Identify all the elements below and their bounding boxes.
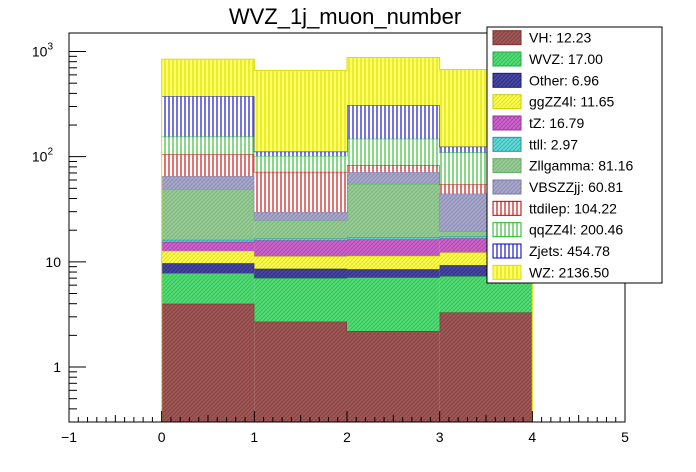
y-tick-label: 103: [32, 42, 54, 60]
bar-vbszzjj-bin-2: [347, 172, 440, 184]
x-tick-label: 0: [158, 429, 166, 445]
bar-zllgamma-bin-3: [439, 231, 533, 237]
bar-vbszzjj-bin-0: [161, 176, 255, 190]
bar-wz-bin-2: [347, 57, 440, 106]
bar-ggzz4l-bin-1: [254, 256, 347, 269]
legend-swatch-vbszzjj: [492, 179, 522, 195]
series-outline-wz: [161, 56, 533, 71]
bar-ttdilep-bin-0: [161, 154, 255, 177]
legend: VH: 12.23 WVZ: 17.00 Other: 6.96 ggZZ4l: 11…: [486, 26, 663, 284]
bar-qqzz4l-bin-1: [254, 155, 347, 172]
bar-zllgamma-bin-1: [254, 220, 347, 239]
legend-label-zjets: Zjets: 454.78: [529, 243, 610, 259]
legend-swatch-zllgamma: [492, 158, 522, 174]
bar-zllgamma-bin-2: [347, 183, 440, 238]
x-tick-label: 4: [528, 429, 536, 445]
chart-title: WVZ_1j_muon_number: [229, 4, 461, 29]
legend-label-wz: WZ: 2136.50: [529, 264, 609, 280]
legend-swatch-other: [492, 72, 522, 88]
bar-ttll-bin-2: [347, 237, 440, 240]
legend-swatch-ttdilep: [492, 200, 522, 216]
bar-zjets-bin-0: [161, 96, 255, 137]
bar-ttdilep-bin-1: [254, 171, 347, 213]
x-tick-label: 1: [250, 429, 258, 445]
legend-swatch-zjets: [492, 243, 522, 259]
bar-zllgamma-bin-0: [161, 189, 255, 240]
legend-swatch-vh: [492, 30, 522, 46]
legend-label-tz: tZ: 16.79: [529, 115, 584, 131]
bar-ttdilep-bin-2: [347, 165, 440, 173]
bar-tz-bin-2: [347, 239, 440, 256]
bar-zjets-bin-3: [439, 146, 533, 153]
bar-wvz-bin-1: [254, 278, 347, 322]
legend-swatch-wz: [492, 264, 522, 280]
bar-wz-bin-1: [254, 70, 347, 152]
bar-other-bin-3: [439, 265, 533, 277]
bar-tz-bin-0: [161, 241, 255, 251]
bar-ttll-bin-3: [439, 236, 533, 239]
legend-swatch-ttll: [492, 136, 522, 152]
legend-swatch-ggzz4l: [492, 94, 522, 110]
bar-vh-bin-1: [254, 321, 347, 422]
y-tick-label: 102: [32, 147, 54, 165]
legend-swatch-wvz: [492, 51, 522, 67]
bar-wvz-bin-0: [161, 273, 255, 304]
y-tick-label: 10: [45, 254, 61, 270]
legend-label-ttll: ttll: 2.97: [529, 136, 578, 152]
bar-ttll-bin-1: [254, 238, 347, 241]
bar-vh-bin-0: [161, 303, 255, 422]
x-tick-label: 5: [621, 429, 629, 445]
bar-zjets-bin-1: [254, 151, 347, 156]
bar-vbszzjj-bin-1: [254, 212, 347, 221]
bar-wz-bin-0: [161, 59, 255, 97]
bar-other-bin-1: [254, 268, 347, 279]
bar-qqzz4l-bin-2: [347, 138, 440, 166]
bar-ttdilep-bin-3: [439, 184, 533, 194]
bar-other-bin-2: [347, 269, 440, 278]
bar-vh-bin-2: [347, 331, 440, 422]
bar-ggzz4l-bin-2: [347, 255, 440, 270]
legend-label-vh: VH: 12.23: [529, 30, 591, 46]
bar-qqzz4l-bin-0: [161, 136, 255, 155]
legend-label-wvz: WVZ: 17.00: [529, 51, 603, 67]
legend-label-zllgamma: Zllgamma: 81.16: [529, 158, 633, 174]
legend-label-ttdilep: ttdilep: 104.22: [529, 200, 617, 216]
bar-wvz-bin-2: [347, 277, 440, 332]
legend-label-vbszzjj: VBSZZjj: 60.81: [529, 179, 623, 195]
x-tick-label: 2: [343, 429, 351, 445]
bar-tz-bin-1: [254, 240, 347, 257]
legend-label-qqzz4l: qqZZ4l: 200.46: [529, 222, 623, 238]
y-tick-label: 1: [53, 359, 61, 375]
legend-swatch-tz: [492, 115, 522, 131]
x-tick-label: −1: [61, 429, 77, 445]
bar-vh-bin-3: [439, 312, 533, 422]
legend-label-other: Other: 6.96: [529, 72, 599, 88]
bar-zjets-bin-2: [347, 105, 440, 139]
x-tick-label: 3: [436, 429, 444, 445]
legend-swatch-qqzz4l: [492, 222, 522, 238]
bar-ttll-bin-0: [161, 239, 255, 242]
bar-ggzz4l-bin-0: [161, 250, 255, 264]
bar-other-bin-0: [161, 263, 255, 274]
legend-label-ggzz4l: ggZZ4l: 11.65: [529, 94, 615, 110]
